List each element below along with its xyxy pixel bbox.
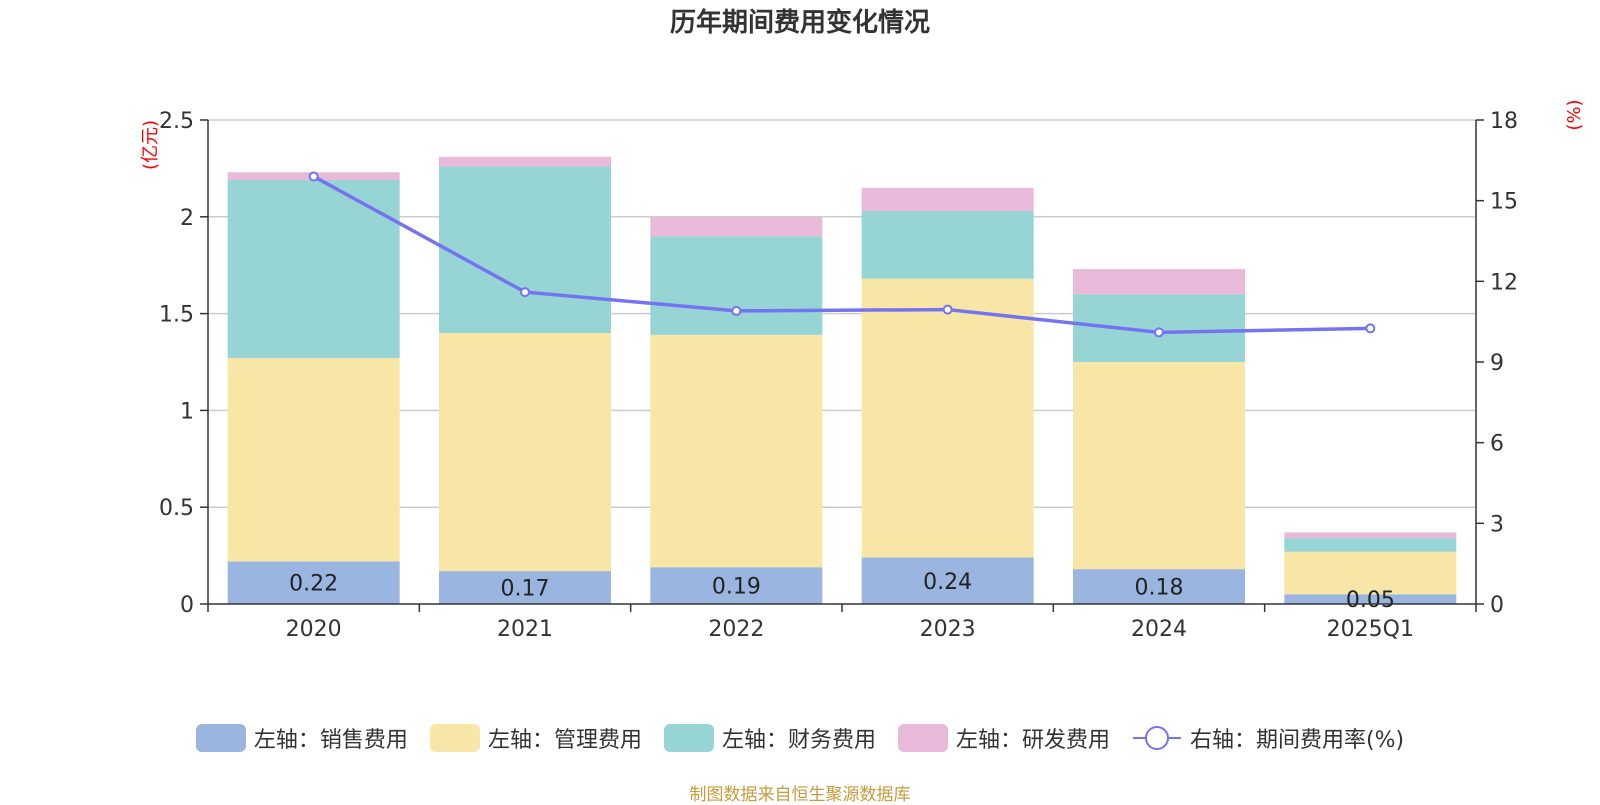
legend-item-finance[interactable]: 左轴：财务费用 [663,722,876,754]
bar-sales-2020 [227,561,400,604]
data-label-2022: 0.19 [712,575,761,600]
legend-swatch [429,724,480,752]
legend-line-circle-icon [1132,726,1181,750]
right-tick-label: 6 [1490,432,1504,457]
bar-rd-2022 [650,216,823,237]
rate-point-2022 [731,305,742,316]
source-note: 制图数据来自恒生聚源数据库 [689,785,911,805]
legend-label: 右轴：期间费用率(%) [1189,728,1405,753]
left-tick-label: 0.5 [159,496,194,521]
left-tick-label: 1.5 [159,303,194,328]
bar-admin-2020 [227,358,400,562]
bar-admin-2024 [1073,362,1245,570]
legend-label: 左轴：财务费用 [721,728,876,753]
x-tick-label: 2024 [1131,617,1187,642]
rate-line [312,174,1371,335]
rate-point-2021 [520,287,530,298]
rate-point-2024 [1154,327,1164,338]
legend-label: 左轴：管理费用 [487,728,642,753]
bar-finance-2025Q1 [1284,538,1457,552]
rate-point-2025Q1 [1365,323,1376,334]
legend-item-sales[interactable]: 左轴：销售费用 [195,722,408,754]
legend-item-admin[interactable]: 左轴：管理费用 [429,722,642,754]
rate-point-2020 [308,171,319,182]
x-tick-label: 2020 [286,617,342,642]
bar-finance-2021 [439,166,611,333]
right-tick-label: 15 [1490,190,1518,215]
left-tick-label: 0 [180,593,194,618]
legend-label: 左轴：销售费用 [253,728,408,753]
right-tick-label: 0 [1490,593,1504,618]
axes-group: 0 0.5 1 1.5 2 2.5 0 3 6 9 12 15 18 2020 2021 2022 2023 20… [140,99,1585,642]
bar-sales-2025Q1 [1284,594,1457,604]
legend-label: 左轴：研发费用 [955,728,1110,753]
grid-lines [208,119,1476,508]
bar-admin-2023 [861,278,1034,558]
x-tick-label: 2022 [708,617,764,642]
chart-legend: 左轴：销售费用 左轴：管理费用 左轴：财务费用 左轴：研发费用 右轴：期间费用率(%) [0,722,1600,754]
data-label-2021: 0.17 [501,577,550,602]
legend-swatch [195,724,246,752]
data-label-2020: 0.22 [289,572,338,597]
bar-rd-2024 [1073,269,1245,295]
right-axis-unit: (%) [1564,99,1585,130]
left-axis-unit: (亿元) [140,120,161,170]
legend-swatch [897,724,948,752]
chart-title: 历年期间费用变化情况 [669,8,930,38]
bar-finance-2020 [227,180,400,359]
bar-finance-2022 [650,236,823,335]
data-label-2024: 0.18 [1135,576,1184,601]
right-tick-label: 3 [1490,512,1504,537]
bar-sales-2023 [861,557,1034,604]
legend-item-rate_line[interactable]: 右轴：期间费用率(%) [1132,722,1404,754]
bar-rd-2021 [439,156,611,167]
data-label-group: 0.22 0.17 0.19 0.24 0.18 0.05 [289,570,1395,613]
right-tick-label: 12 [1490,270,1518,295]
bar-admin-2022 [650,334,823,568]
bar-sales-2024 [1073,569,1245,604]
left-tick-label: 2.5 [159,109,194,134]
bar-sales-2021 [439,571,611,604]
bar-admin-2021 [439,332,611,572]
bar-series-group [227,156,1457,604]
x-tick-label: 2023 [920,617,976,642]
bar-rd-2023 [861,187,1034,211]
bar-rd-2025Q1 [1284,532,1457,539]
legend-line-marker [1144,726,1169,750]
bar-admin-2025Q1 [1284,551,1457,595]
data-label-2025Q1: 0.05 [1346,588,1395,613]
left-tick-label: 2 [180,206,194,231]
bar-finance-2023 [861,210,1034,279]
rate-point-2023 [942,304,953,315]
legend-swatch [663,724,714,752]
bar-sales-2022 [650,567,823,604]
x-tick-label: 2025Q1 [1327,617,1414,642]
rate-line-group [308,171,1376,338]
legend-item-rd[interactable]: 左轴：研发费用 [897,722,1110,754]
x-tick-label: 2021 [497,617,553,642]
right-tick-label: 18 [1490,109,1518,134]
data-label-2023: 0.24 [923,570,972,595]
right-tick-label: 9 [1490,351,1504,376]
left-tick-label: 1 [180,399,194,424]
